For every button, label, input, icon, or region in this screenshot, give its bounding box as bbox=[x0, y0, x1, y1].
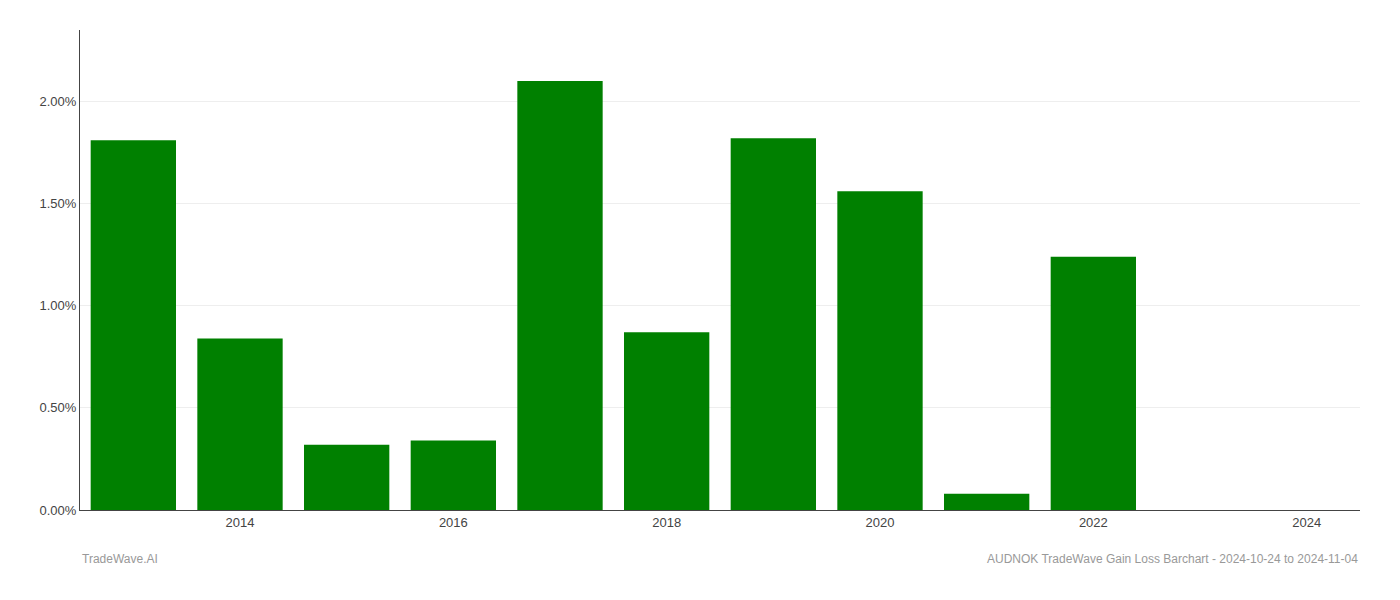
svg-text:2016: 2016 bbox=[439, 515, 468, 530]
svg-text:2022: 2022 bbox=[1079, 515, 1108, 530]
svg-text:0.50%: 0.50% bbox=[40, 400, 77, 415]
svg-text:2.00%: 2.00% bbox=[40, 94, 77, 109]
svg-text:0.00%: 0.00% bbox=[40, 503, 77, 518]
svg-text:2014: 2014 bbox=[226, 515, 255, 530]
svg-text:TradeWave.AI: TradeWave.AI bbox=[82, 552, 158, 566]
svg-text:2020: 2020 bbox=[866, 515, 895, 530]
svg-text:1.50%: 1.50% bbox=[40, 196, 77, 211]
svg-text:AUDNOK TradeWave Gain Loss Bar: AUDNOK TradeWave Gain Loss Barchart - 20… bbox=[987, 552, 1358, 566]
svg-text:2018: 2018 bbox=[652, 515, 681, 530]
svg-text:2024: 2024 bbox=[1292, 515, 1321, 530]
svg-text:1.00%: 1.00% bbox=[40, 298, 77, 313]
